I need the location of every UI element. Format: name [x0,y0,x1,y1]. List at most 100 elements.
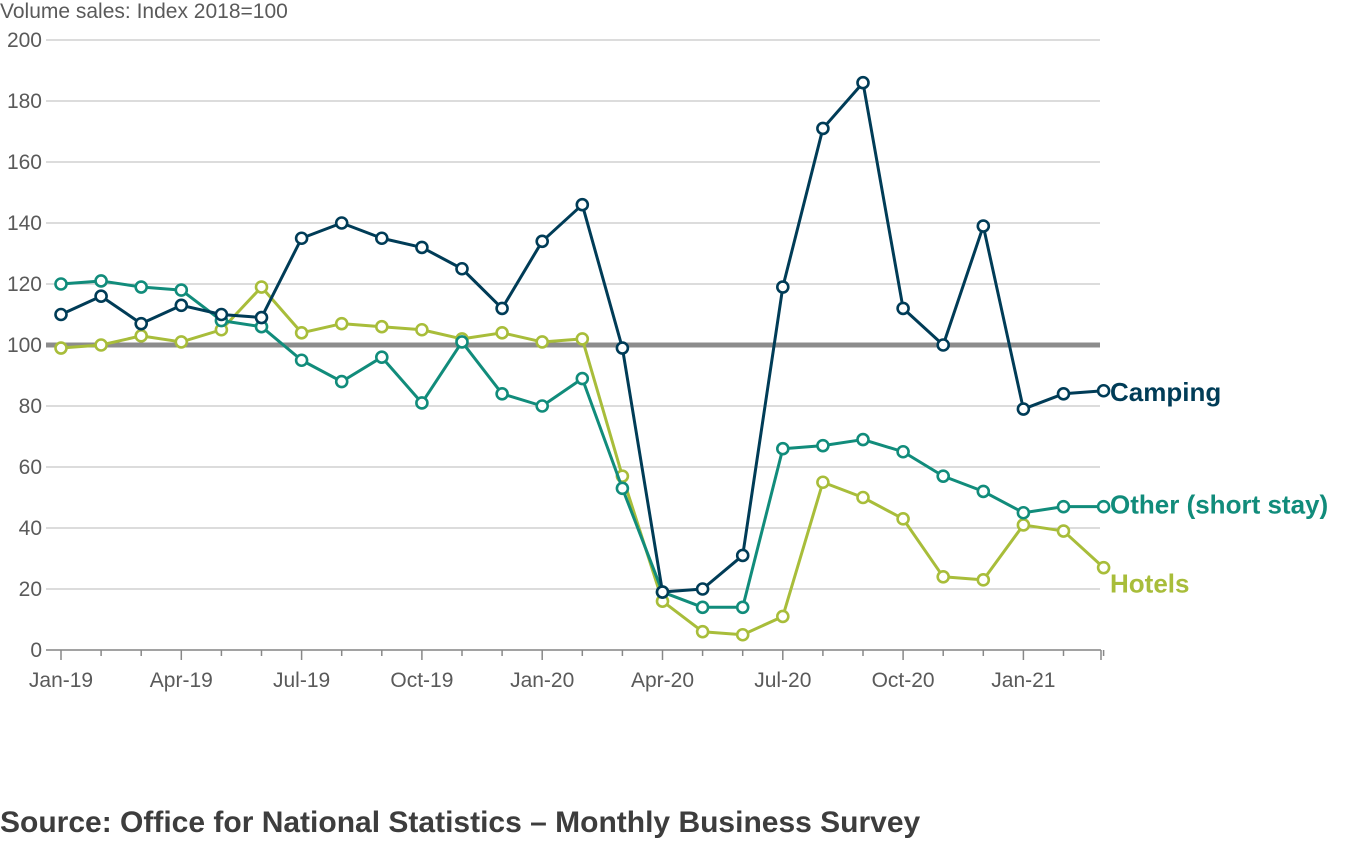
series-label: Camping [1110,377,1221,407]
data-point [254,280,269,294]
data-point [334,316,349,331]
series-camping [54,75,1111,599]
series-hotels [54,280,1111,642]
data-point [54,277,68,291]
y-tick-label: 100 [7,334,42,357]
data-point [575,332,590,346]
data-point [374,350,389,365]
data-point [816,475,830,490]
x-tick-label: Jul-20 [754,669,811,692]
data-point [94,338,108,352]
data-point [936,338,951,352]
data-point [495,301,509,316]
x-tick-label: Jan-21 [991,669,1055,692]
x-tick-label: Jul-19 [273,669,330,692]
data-point [936,569,951,584]
x-axis: Jan-19 Apr-19 Jul-19 Oct-19 Jan-20 Apr-20 Jul-… [29,649,1105,692]
data-point [334,374,349,389]
data-point [495,386,509,401]
data-point [294,353,309,368]
data-point [455,335,469,349]
source-note: Source: Office for National Statistics –… [0,806,921,839]
data-point [1096,383,1111,398]
data-point [174,335,189,349]
data-point [856,75,870,90]
data-point [695,624,710,639]
y-tick-label: 0 [30,639,42,662]
data-point [1056,386,1071,401]
data-point [735,627,750,642]
x-tick-label: Oct-20 [872,669,935,692]
data-point [976,573,991,587]
data-point [415,396,429,410]
x-tick-label: Apr-19 [150,669,213,692]
data-point [856,490,870,505]
data-point [535,234,550,249]
y-tick-label: 20 [19,578,42,601]
data-point [134,280,148,294]
y-tick-label: 80 [19,395,42,418]
data-point [1096,499,1111,514]
series-label: Hotels [1110,569,1189,599]
data-point [535,335,550,349]
data-point [575,197,590,212]
data-point [896,512,910,526]
x-tick-label: Jan-20 [510,669,574,692]
data-point [214,307,229,322]
data-point [615,341,630,355]
y-tick-label: 120 [7,273,42,296]
data-point [816,438,830,453]
data-point [134,316,148,331]
data-point [1056,524,1071,538]
data-point [695,600,710,615]
data-point [655,585,670,599]
data-point [174,298,189,313]
data-point [1016,402,1031,416]
data-point [334,216,349,230]
data-point [455,261,469,276]
data-point [495,325,509,340]
data-point [294,231,309,246]
data-point [94,274,108,288]
data-point [976,484,991,499]
data-point [254,310,269,325]
data-point [374,231,389,246]
data-point [735,600,750,615]
y-tick-label: 200 [7,29,42,52]
data-point [294,325,309,340]
data-point [735,548,750,563]
y-tick-label: 160 [7,151,42,174]
data-point [775,609,790,624]
data-point [615,481,630,496]
x-tick-label: Oct-19 [390,669,453,692]
data-point [415,240,429,255]
data-point [976,219,991,233]
y-tick-label: 40 [19,517,42,540]
data-point [54,307,68,322]
data-point [174,283,189,297]
x-tick-label: Apr-20 [631,669,694,692]
data-point [856,432,870,447]
y-tick-label: 180 [7,90,42,113]
y-tick-label: 60 [19,456,42,479]
data-point [1016,505,1031,520]
data-point [1016,518,1031,532]
x-tick-label: Jan-19 [29,669,93,692]
data-point [54,341,68,355]
y-tick-label: 140 [7,212,42,235]
data-point [775,280,790,294]
series-label: Other (short stay) [1110,490,1328,520]
data-point [896,444,910,459]
data-point [535,399,550,413]
data-point [575,371,590,386]
data-point [695,582,710,596]
data-point [775,441,790,456]
data-point [374,319,389,334]
data-point [896,301,910,316]
data-point [94,289,108,304]
data-point [936,469,951,483]
data-point [415,322,429,337]
data-point [1096,560,1111,575]
